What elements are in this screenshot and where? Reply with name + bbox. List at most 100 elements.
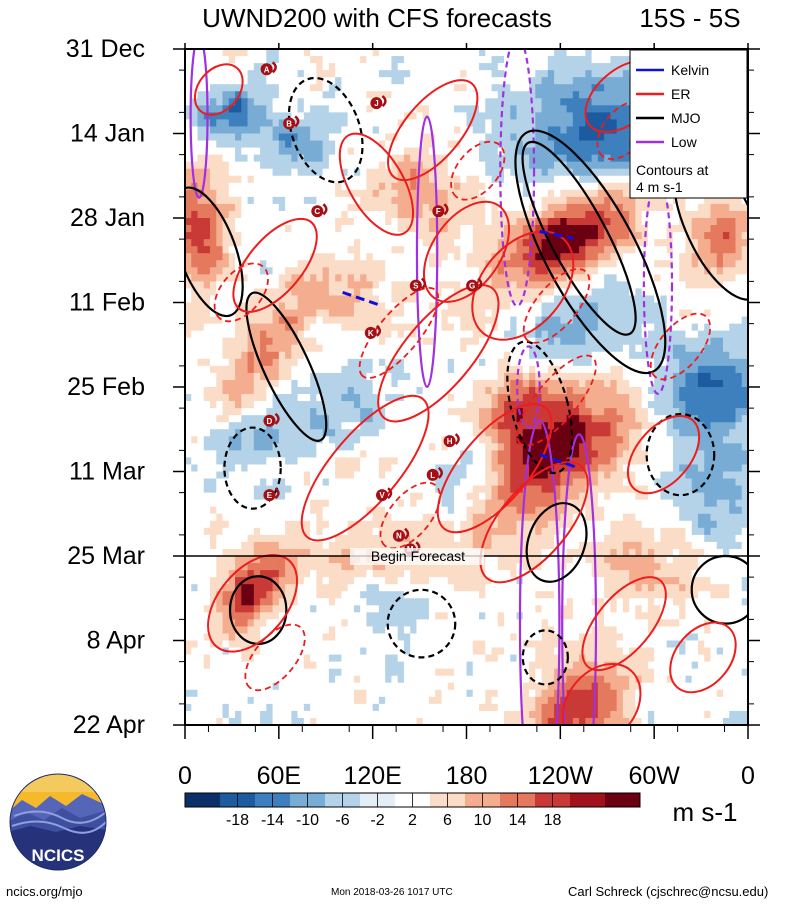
anomaly-cell — [660, 196, 668, 205]
anomaly-cell — [247, 210, 255, 219]
anomaly-cell — [291, 309, 298, 317]
anomaly-cell — [297, 260, 305, 268]
anomaly-cell — [360, 316, 367, 325]
anomaly-cell — [278, 330, 286, 339]
anomaly-cell — [647, 239, 655, 247]
anomaly-cell — [278, 175, 286, 184]
anomaly-cell — [529, 365, 536, 374]
anomaly-cell — [616, 239, 624, 247]
anomaly-cell — [291, 112, 298, 120]
anomaly-cell — [366, 112, 374, 120]
anomaly-cell — [378, 133, 386, 141]
anomaly-cell — [616, 196, 624, 205]
anomaly-cell — [491, 323, 499, 332]
anomaly-cell — [191, 239, 198, 247]
anomaly-cell — [591, 344, 599, 353]
anomaly-cell — [416, 49, 424, 57]
anomaly-cell — [247, 196, 255, 205]
anomaly-cell — [679, 401, 686, 409]
anomaly-cell — [260, 196, 267, 205]
anomaly-cell — [616, 119, 624, 127]
anomaly-cell — [529, 302, 536, 310]
anomaly-cell — [491, 281, 499, 289]
anomaly-cell — [610, 323, 618, 332]
anomaly-cell — [266, 323, 273, 332]
anomaly-cell — [285, 175, 292, 184]
anomaly-cell — [641, 267, 649, 275]
anomaly-cell — [216, 182, 223, 191]
anomaly-cell — [391, 112, 399, 120]
anomaly-cell — [453, 422, 461, 430]
anomaly-cell — [228, 415, 236, 423]
anomaly-cell — [716, 203, 724, 212]
anomaly-cell — [235, 56, 242, 64]
anomaly-cell — [247, 436, 255, 444]
anomaly-cell — [422, 436, 430, 444]
anomaly-cell — [579, 295, 586, 303]
anomaly-cell — [529, 168, 536, 177]
anomaly-cell — [316, 105, 324, 113]
anomaly-cell — [228, 126, 236, 134]
anomaly-cell — [422, 77, 430, 85]
anomaly-cell — [360, 70, 367, 78]
anomaly-cell — [366, 274, 374, 282]
anomaly-cell — [735, 401, 743, 409]
anomaly-cell — [685, 408, 693, 416]
anomaly-cell — [516, 309, 524, 317]
anomaly-cell — [622, 422, 630, 430]
anomaly-cell — [297, 358, 305, 367]
anomaly-cell — [266, 232, 273, 240]
anomaly-cell — [585, 49, 593, 57]
anomaly-cell — [278, 70, 286, 78]
anomaly-cell — [535, 260, 542, 268]
anomaly-cell — [185, 246, 192, 254]
anomaly-cell — [672, 288, 680, 296]
anomaly-cell — [416, 372, 424, 381]
anomaly-cell — [228, 309, 236, 317]
anomaly-cell — [579, 358, 586, 367]
anomaly-cell — [203, 182, 211, 191]
anomaly-cell — [629, 225, 636, 233]
anomaly-cell — [516, 105, 524, 113]
anomaly-cell — [197, 422, 205, 430]
anomaly-cell — [472, 112, 480, 120]
anomaly-cell — [347, 288, 355, 296]
anomaly-cell — [285, 147, 292, 156]
anomaly-cell — [597, 274, 605, 282]
anomaly-cell — [416, 323, 424, 332]
anomaly-cell — [241, 182, 248, 191]
anomaly-cell — [441, 379, 449, 388]
anomaly-cell — [347, 267, 355, 275]
anomaly-cell — [372, 365, 380, 374]
anomaly-cell — [635, 196, 643, 205]
anomaly-cell — [422, 133, 430, 141]
anomaly-cell — [697, 351, 705, 360]
anomaly-cell — [353, 408, 361, 416]
anomaly-cell — [622, 246, 630, 254]
anomaly-cell — [403, 246, 411, 254]
anomaly-cell — [253, 56, 261, 64]
anomaly-cell — [328, 175, 336, 184]
anomaly-cell — [266, 91, 273, 99]
anomaly-cell — [566, 218, 574, 226]
anomaly-cell — [385, 379, 392, 388]
anomaly-cell — [685, 225, 693, 233]
anomaly-cell — [660, 274, 668, 282]
anomaly-cell — [466, 429, 474, 437]
anomaly-cell — [210, 189, 217, 198]
anomaly-cell — [629, 379, 636, 388]
anomaly-cell — [197, 210, 205, 219]
anomaly-cell — [510, 260, 517, 268]
anomaly-cell — [585, 239, 593, 247]
anomaly-cell — [285, 330, 292, 339]
anomaly-cell — [447, 168, 455, 177]
anomaly-cell — [579, 147, 586, 156]
anomaly-cell — [222, 429, 230, 437]
anomaly-cell — [647, 196, 655, 205]
anomaly-cell — [235, 337, 242, 346]
anomaly-cell — [560, 168, 567, 177]
anomaly-cell — [310, 274, 317, 282]
anomaly-cell — [722, 330, 730, 339]
anomaly-cell — [291, 422, 298, 430]
anomaly-cell — [485, 351, 492, 360]
